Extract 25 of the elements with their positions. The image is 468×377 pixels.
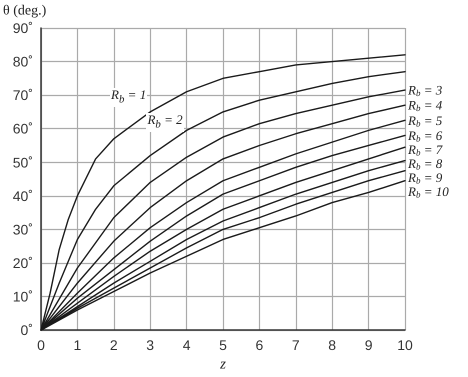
y-tick-label: 70˚	[12, 87, 33, 104]
x-tick-label: 7	[292, 337, 300, 354]
x-tick-label: 10	[397, 337, 413, 354]
x-tick-label: 4	[182, 337, 191, 354]
x-tick-label: 6	[256, 337, 264, 354]
y-tick-label: 0˚	[20, 322, 33, 338]
y-tick-label: 80˚	[12, 54, 33, 70]
y-tick-label: 10˚	[12, 288, 33, 305]
x-tick-label: 2	[110, 337, 118, 354]
annotation: R$_{b}$ = 1	[110, 87, 148, 107]
x-tick-label: 8	[328, 337, 336, 354]
y-tick-label: 50˚	[12, 154, 33, 170]
y-tick-label: 90˚	[12, 20, 33, 36]
y-tick-label: 20˚	[12, 254, 33, 271]
y-tick-label: 40˚	[12, 188, 33, 204]
x-axis-title: z	[219, 356, 226, 372]
x-tick-label: 3	[146, 337, 154, 354]
x-tick-label: 0	[37, 337, 46, 354]
y-tick-label: 30˚	[12, 221, 33, 238]
annotation: R$_{b}$ = 2	[146, 112, 184, 132]
x-tick-label: 9	[364, 337, 373, 354]
x-tick-label: 1	[74, 337, 82, 354]
x-tick-label: 5	[219, 337, 228, 354]
y-axis-title: θ (deg.)	[3, 4, 47, 18]
y-tick-label: 60˚	[12, 120, 33, 137]
